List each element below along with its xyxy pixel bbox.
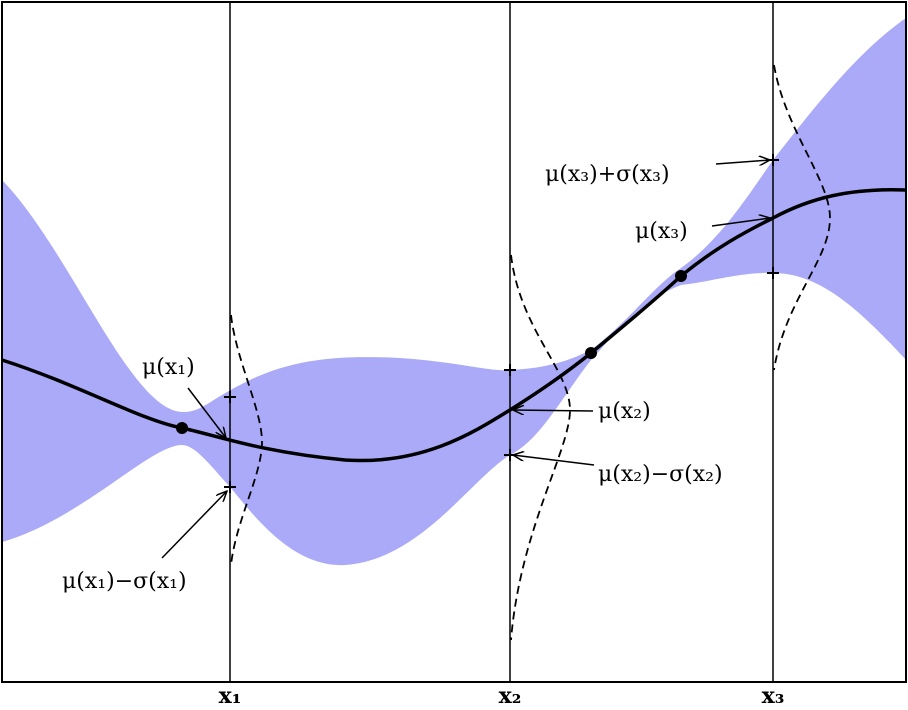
label: μ(x₂)−σ(x₂): [598, 462, 723, 487]
vertical-lines: [229, 2, 774, 682]
observations: [176, 270, 687, 434]
label: μ(x₁)−σ(x₁): [62, 569, 187, 594]
arrows: [161, 160, 770, 559]
label: μ(x₂): [598, 399, 651, 424]
label: μ(x₃)+σ(x₃): [545, 162, 670, 187]
confidence-band: [2, 18, 906, 566]
label: μ(x₃): [635, 219, 688, 244]
gaussian-densities: [230, 64, 831, 641]
label: μ(x₁): [142, 355, 195, 380]
frame: [1, 1, 907, 683]
axis-tick-label: x₂: [499, 683, 522, 709]
axis-tick-label: x₁: [219, 683, 242, 709]
axis-tick-label: x₃: [762, 683, 785, 709]
sigma-markers: [224, 154, 779, 493]
